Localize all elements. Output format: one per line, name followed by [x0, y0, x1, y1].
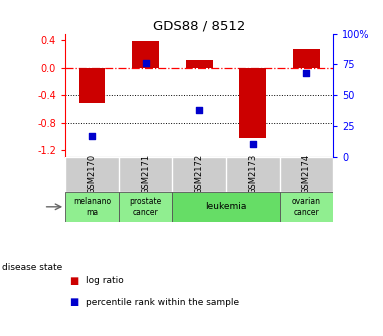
Text: prostate
cancer: prostate cancer — [129, 197, 162, 216]
Bar — [65, 192, 119, 222]
Bar — [280, 192, 333, 222]
Text: log ratio: log ratio — [86, 276, 124, 285]
Bar — [293, 49, 320, 68]
Point — [196, 107, 202, 113]
Text: leukemia: leukemia — [205, 202, 247, 211]
Point — [89, 133, 95, 138]
Bar — [186, 59, 213, 68]
Text: GSM2170: GSM2170 — [87, 154, 97, 194]
Text: GSM2174: GSM2174 — [302, 154, 311, 194]
Bar — [132, 41, 159, 68]
Text: GSM2173: GSM2173 — [248, 154, 257, 195]
Text: ■: ■ — [69, 297, 78, 307]
Point — [250, 142, 256, 147]
Text: melanano
ma: melanano ma — [73, 197, 111, 216]
Title: GDS88 / 8512: GDS88 / 8512 — [153, 19, 246, 33]
Text: ■: ■ — [69, 276, 78, 286]
Bar — [172, 192, 280, 222]
Text: ovarian
cancer: ovarian cancer — [292, 197, 321, 216]
Text: GSM2171: GSM2171 — [141, 154, 150, 194]
Point — [142, 60, 149, 66]
Text: percentile rank within the sample: percentile rank within the sample — [86, 298, 239, 307]
Bar — [119, 192, 172, 222]
Bar — [79, 68, 105, 103]
Text: GSM2172: GSM2172 — [195, 154, 204, 194]
Bar — [239, 68, 266, 137]
Text: disease state: disease state — [2, 263, 62, 271]
Point — [303, 70, 309, 76]
